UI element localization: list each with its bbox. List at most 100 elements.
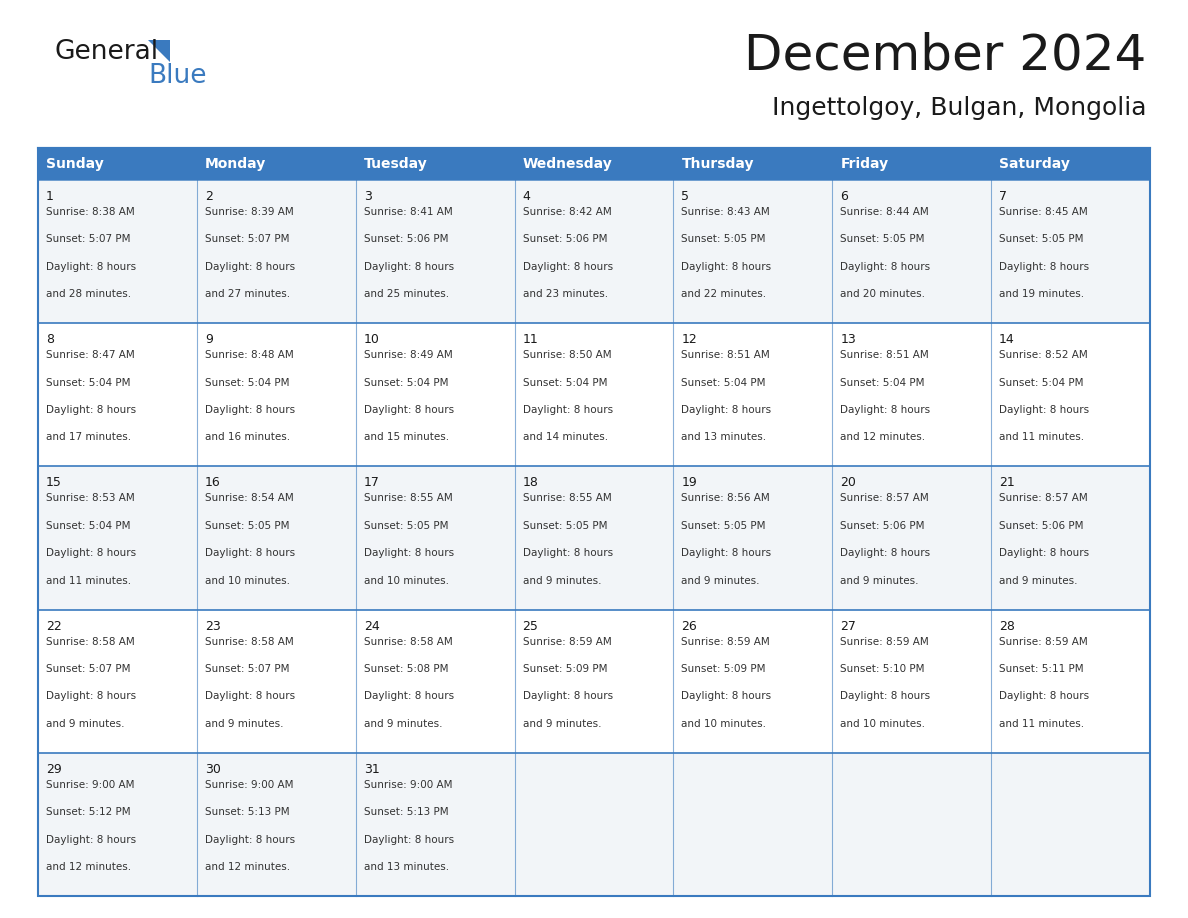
Text: 21: 21 (999, 476, 1015, 489)
Text: and 11 minutes.: and 11 minutes. (46, 576, 131, 586)
Bar (197, 180, 355, 323)
Text: Daylight: 8 hours: Daylight: 8 hours (46, 548, 137, 558)
Text: Sunset: 5:06 PM: Sunset: 5:06 PM (364, 234, 448, 244)
Text: Daylight: 8 hours: Daylight: 8 hours (46, 262, 137, 272)
Text: December 2024: December 2024 (744, 31, 1146, 79)
Text: 1: 1 (46, 190, 53, 203)
Text: Sunset: 5:05 PM: Sunset: 5:05 PM (682, 234, 766, 244)
Text: Friday: Friday (840, 157, 889, 171)
Text: and 16 minutes.: and 16 minutes. (204, 432, 290, 442)
Text: Sunrise: 8:41 AM: Sunrise: 8:41 AM (364, 207, 453, 217)
Bar (833, 180, 991, 323)
Text: Sunrise: 8:48 AM: Sunrise: 8:48 AM (204, 350, 293, 360)
Text: Blue: Blue (148, 63, 207, 89)
Text: Sunset: 5:12 PM: Sunset: 5:12 PM (46, 807, 131, 817)
Text: 11: 11 (523, 333, 538, 346)
Text: Tuesday: Tuesday (364, 157, 428, 171)
Text: 24: 24 (364, 620, 379, 633)
Text: Sunrise: 8:59 AM: Sunrise: 8:59 AM (523, 636, 612, 646)
Text: Sunrise: 8:49 AM: Sunrise: 8:49 AM (364, 350, 453, 360)
Text: and 15 minutes.: and 15 minutes. (364, 432, 449, 442)
Text: Sunset: 5:05 PM: Sunset: 5:05 PM (523, 521, 607, 531)
Bar (991, 610, 1150, 753)
Text: and 9 minutes.: and 9 minutes. (364, 719, 442, 729)
Text: Daylight: 8 hours: Daylight: 8 hours (999, 691, 1089, 701)
Text: Sunrise: 8:38 AM: Sunrise: 8:38 AM (46, 207, 134, 217)
Bar (355, 180, 514, 323)
Text: Daylight: 8 hours: Daylight: 8 hours (523, 262, 613, 272)
Text: and 27 minutes.: and 27 minutes. (204, 289, 290, 299)
Text: 16: 16 (204, 476, 221, 489)
Text: and 11 minutes.: and 11 minutes. (999, 432, 1085, 442)
Text: Sunset: 5:11 PM: Sunset: 5:11 PM (999, 664, 1083, 674)
Text: 29: 29 (46, 763, 62, 776)
Text: Sunset: 5:07 PM: Sunset: 5:07 PM (204, 234, 290, 244)
Text: and 9 minutes.: and 9 minutes. (523, 719, 601, 729)
Text: Daylight: 8 hours: Daylight: 8 hours (364, 548, 454, 558)
Bar (991, 180, 1150, 323)
Text: Sunrise: 8:59 AM: Sunrise: 8:59 AM (999, 636, 1088, 646)
Bar (674, 466, 833, 610)
Text: Daylight: 8 hours: Daylight: 8 hours (46, 691, 137, 701)
Text: Daylight: 8 hours: Daylight: 8 hours (204, 691, 295, 701)
Text: and 12 minutes.: and 12 minutes. (840, 432, 925, 442)
Text: Monday: Monday (204, 157, 266, 171)
Text: Daylight: 8 hours: Daylight: 8 hours (682, 691, 771, 701)
Text: 18: 18 (523, 476, 538, 489)
Text: Sunset: 5:04 PM: Sunset: 5:04 PM (46, 377, 131, 387)
Text: Daylight: 8 hours: Daylight: 8 hours (46, 405, 137, 415)
Text: Sunset: 5:09 PM: Sunset: 5:09 PM (682, 664, 766, 674)
Text: 13: 13 (840, 333, 857, 346)
Text: 17: 17 (364, 476, 380, 489)
Text: Sunrise: 8:43 AM: Sunrise: 8:43 AM (682, 207, 770, 217)
Bar (38, 180, 197, 323)
Text: Sunset: 5:07 PM: Sunset: 5:07 PM (46, 234, 131, 244)
Bar (991, 466, 1150, 610)
Bar (514, 610, 674, 753)
Text: Daylight: 8 hours: Daylight: 8 hours (999, 262, 1089, 272)
Text: Daylight: 8 hours: Daylight: 8 hours (204, 405, 295, 415)
Text: Daylight: 8 hours: Daylight: 8 hours (204, 262, 295, 272)
Text: 6: 6 (840, 190, 848, 203)
Text: and 9 minutes.: and 9 minutes. (46, 719, 125, 729)
Text: Daylight: 8 hours: Daylight: 8 hours (523, 405, 613, 415)
Text: Daylight: 8 hours: Daylight: 8 hours (999, 405, 1089, 415)
Text: Sunrise: 8:50 AM: Sunrise: 8:50 AM (523, 350, 611, 360)
Text: and 28 minutes.: and 28 minutes. (46, 289, 131, 299)
Bar (991, 323, 1150, 466)
Text: Sunrise: 9:00 AM: Sunrise: 9:00 AM (364, 779, 453, 789)
Text: 12: 12 (682, 333, 697, 346)
Text: 8: 8 (46, 333, 53, 346)
Text: and 14 minutes.: and 14 minutes. (523, 432, 608, 442)
Text: 20: 20 (840, 476, 857, 489)
Bar (197, 610, 355, 753)
Bar (514, 180, 674, 323)
Text: Daylight: 8 hours: Daylight: 8 hours (840, 262, 930, 272)
Text: Sunrise: 8:54 AM: Sunrise: 8:54 AM (204, 493, 293, 503)
Text: 19: 19 (682, 476, 697, 489)
Text: and 12 minutes.: and 12 minutes. (204, 862, 290, 872)
Text: Sunset: 5:04 PM: Sunset: 5:04 PM (364, 377, 448, 387)
Text: Sunrise: 8:42 AM: Sunrise: 8:42 AM (523, 207, 612, 217)
Text: 4: 4 (523, 190, 531, 203)
Bar (514, 466, 674, 610)
Text: 14: 14 (999, 333, 1015, 346)
Text: Daylight: 8 hours: Daylight: 8 hours (840, 405, 930, 415)
Text: Sunset: 5:04 PM: Sunset: 5:04 PM (840, 377, 924, 387)
Text: and 17 minutes.: and 17 minutes. (46, 432, 131, 442)
Bar (197, 323, 355, 466)
Text: Sunrise: 8:58 AM: Sunrise: 8:58 AM (204, 636, 293, 646)
Bar (833, 610, 991, 753)
Bar (38, 323, 197, 466)
Text: Sunday: Sunday (46, 157, 103, 171)
Text: Daylight: 8 hours: Daylight: 8 hours (204, 548, 295, 558)
Text: Daylight: 8 hours: Daylight: 8 hours (46, 834, 137, 845)
Text: 30: 30 (204, 763, 221, 776)
Text: 10: 10 (364, 333, 380, 346)
Text: Sunrise: 8:55 AM: Sunrise: 8:55 AM (523, 493, 612, 503)
Text: and 20 minutes.: and 20 minutes. (840, 289, 925, 299)
Text: Sunset: 5:06 PM: Sunset: 5:06 PM (523, 234, 607, 244)
Text: Sunset: 5:05 PM: Sunset: 5:05 PM (840, 234, 924, 244)
Text: and 9 minutes.: and 9 minutes. (204, 719, 284, 729)
Text: Sunrise: 8:57 AM: Sunrise: 8:57 AM (999, 493, 1088, 503)
